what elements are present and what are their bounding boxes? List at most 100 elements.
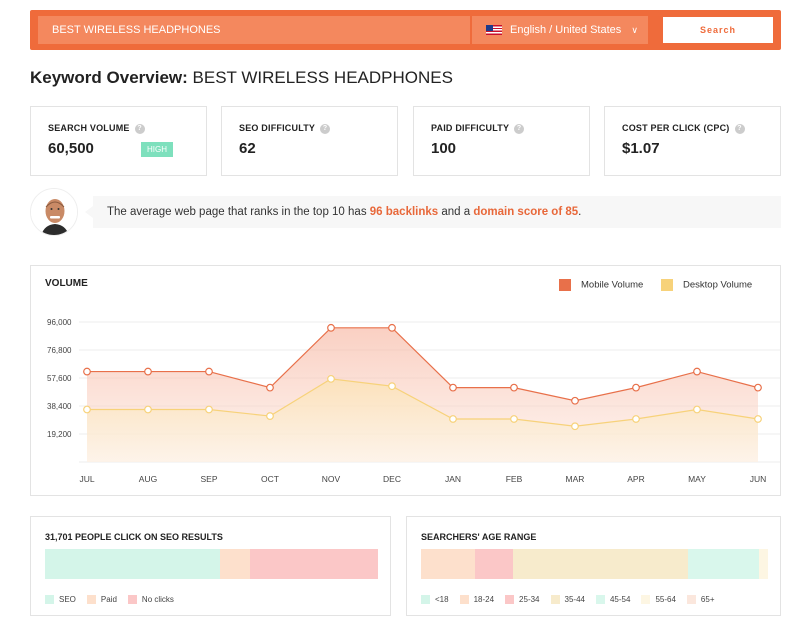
x-tick-label: MAR — [566, 474, 585, 484]
x-tick-label: NOV — [322, 474, 341, 484]
mobile-data-point — [83, 367, 91, 376]
legend-label: Paid — [100, 595, 117, 604]
legend-swatch — [45, 595, 54, 604]
desktop-data-point — [754, 415, 762, 423]
mobile-series-line — [87, 327, 759, 402]
bar-segment — [688, 549, 760, 579]
seo-difficulty-card: SEO DIFFICULTY? 62 — [221, 106, 398, 176]
help-icon[interactable]: ? — [734, 123, 745, 134]
legend-swatch — [550, 595, 560, 604]
legend-mobile-label: Mobile Volume — [581, 279, 644, 291]
legend-swatch — [559, 279, 571, 291]
help-icon[interactable]: ? — [320, 123, 331, 134]
legend-label: No clicks — [141, 595, 174, 604]
volume-level-badge: HIGH — [141, 142, 173, 157]
paid-difficulty-card: PAID DIFFICULTY? 100 — [413, 106, 590, 176]
mobile-data-point — [632, 383, 640, 392]
mobile-data-point — [449, 383, 457, 392]
x-tick-label: JUN — [750, 474, 767, 484]
legend-mobile[interactable]: Mobile Volume — [559, 279, 643, 291]
legend-desktop[interactable]: Desktop Volume — [661, 279, 752, 291]
legend-swatch — [86, 595, 96, 604]
age-range-title: SEARCHERS' AGE RANGE — [421, 532, 537, 542]
language-select[interactable]: English / United States ∨ — [472, 16, 648, 44]
bar-segment — [512, 549, 689, 579]
legend-label: 35-44 — [564, 595, 585, 604]
bar-segment — [249, 549, 378, 579]
legend-item: 18-24 — [459, 595, 495, 604]
chevron-down-icon: ∨ — [631, 25, 638, 35]
mobile-data-point — [144, 367, 152, 376]
desktop-data-point — [693, 405, 701, 414]
desktop-area — [87, 378, 758, 462]
bar-segment — [219, 549, 250, 579]
legend-item: SEO — [45, 595, 76, 604]
search-input[interactable]: BEST WIRELESS HEADPHONES — [38, 16, 470, 44]
clicks-legend: SEO Paid No clicks — [45, 595, 185, 604]
y-tick-label: 57,600 — [47, 374, 72, 383]
mobile-data-point — [205, 367, 213, 376]
help-icon[interactable]: ? — [514, 123, 525, 134]
cpc-card: COST PER CLICK (CPC)? $1.07 — [604, 106, 781, 176]
y-tick-label: 19,200 — [47, 430, 72, 439]
legend-item: Paid — [86, 595, 117, 604]
tip-backlinks: 96 backlinks — [369, 206, 439, 218]
volume-chart: 96,000 76,800 57,600 38,400 19,200 JUL AUG SEP O… — [47, 318, 780, 484]
legend-swatch — [661, 279, 673, 291]
search-button[interactable]: Search — [663, 17, 773, 43]
seo-difficulty-value: 62 — [239, 140, 256, 157]
x-tick-label: APR — [627, 474, 644, 484]
legend-item: 65+ — [686, 595, 715, 604]
help-icon[interactable]: ? — [134, 123, 145, 134]
page-title: Keyword Overview: BEST WIRELESS HEADPHON… — [30, 68, 453, 88]
clicks-bar — [45, 549, 378, 579]
legend-label: SEO — [59, 595, 76, 604]
desktop-data-point — [266, 412, 274, 420]
legend-swatch — [459, 595, 469, 604]
desktop-data-point — [327, 374, 335, 383]
mobile-data-point — [388, 323, 396, 332]
legend-item: 25-34 — [505, 595, 540, 604]
volume-title: VOLUME — [45, 278, 88, 289]
legend-swatch — [686, 595, 696, 604]
mobile-data-point — [266, 383, 274, 392]
avatar — [30, 188, 78, 236]
us-flag-icon — [486, 25, 502, 36]
x-tick-label: SEP — [200, 474, 217, 484]
cpc-value: $1.07 — [622, 140, 660, 157]
search-volume-label: SEARCH VOLUME — [48, 123, 130, 133]
legend-label: 45-54 — [609, 595, 631, 604]
x-tick-label: JUL — [79, 474, 94, 484]
x-tick-label: OCT — [261, 474, 279, 484]
mobile-data-point — [571, 396, 579, 405]
legend-label: 65+ — [700, 595, 715, 604]
search-bar: BEST WIRELESS HEADPHONES English / Unite… — [30, 10, 781, 50]
mobile-data-point — [693, 367, 701, 376]
desktop-data-point — [571, 422, 579, 431]
age-legend: <18 18-24 25-34 35-44 45-54 55-64 65+ — [421, 595, 726, 604]
age-range-card: SEARCHERS' AGE RANGE <18 18-24 25-34 35-44 4… — [406, 516, 781, 616]
desktop-data-point — [449, 415, 457, 423]
legend-swatch — [505, 595, 515, 604]
cpc-label: COST PER CLICK (CPC) — [622, 123, 730, 133]
tip-text: The average web page that ranks in the t… — [107, 206, 370, 218]
legend-label: 18-24 — [473, 595, 495, 604]
legend-swatch — [421, 595, 430, 604]
age-bar — [421, 549, 768, 579]
seo-difficulty-label: SEO DIFFICULTY — [239, 123, 316, 133]
tip-domain-score: domain score of 85 — [473, 206, 579, 218]
search-volume-card: SEARCH VOLUME? 60,500 HIGH — [30, 106, 207, 176]
bar-segment — [45, 549, 220, 579]
bar-segment — [474, 549, 513, 579]
desktop-data-point — [632, 415, 640, 423]
y-tick-label: 38,400 — [47, 402, 72, 411]
language-label: English / United States — [510, 24, 622, 36]
backlink-tip: The average web page that ranks in the t… — [85, 196, 781, 228]
x-tick-label: JAN — [445, 474, 461, 484]
legend-item: No clicks — [127, 595, 174, 604]
desktop-series-line — [87, 378, 759, 427]
avatar-portrait-icon — [31, 189, 77, 235]
legend-swatch — [641, 595, 651, 604]
legend-item: 45-54 — [595, 595, 631, 604]
legend-item: 55-64 — [641, 595, 676, 604]
